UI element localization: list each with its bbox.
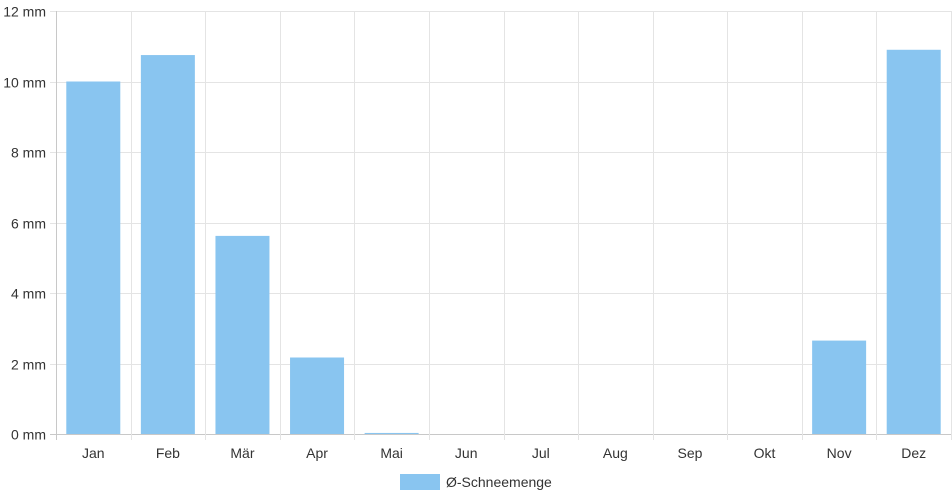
x-tick-label: Jul <box>532 445 550 461</box>
bar-mär[interactable] <box>215 235 270 434</box>
x-tick-label: Dez <box>901 445 926 461</box>
bar-dez[interactable] <box>886 49 941 435</box>
y-tick-label: 8 mm <box>11 145 46 161</box>
bar-jan[interactable] <box>66 81 121 435</box>
y-tick-label: 4 mm <box>11 286 46 302</box>
bar-layer <box>66 49 941 435</box>
y-tick-label: 10 mm <box>3 75 46 91</box>
x-tick-label: Apr <box>306 445 328 461</box>
y-tick-label: 6 mm <box>11 216 46 232</box>
bar-feb[interactable] <box>140 55 195 434</box>
x-tick-label: Jan <box>82 445 105 461</box>
x-tick-label: Sep <box>677 445 702 461</box>
x-tick-label: Mär <box>230 445 254 461</box>
grid-layer <box>50 11 952 440</box>
y-tick-label: 12 mm <box>3 4 46 20</box>
x-tick-label: Mai <box>380 445 403 461</box>
bar-nov[interactable] <box>812 340 867 434</box>
x-tick-label: Okt <box>754 445 776 461</box>
legend-label[interactable]: Ø-Schneemenge <box>446 474 552 490</box>
x-tick-label: Feb <box>156 445 180 461</box>
x-tick-label: Aug <box>603 445 628 461</box>
legend[interactable]: Ø-Schneemenge <box>400 474 552 490</box>
y-tick-label: 0 mm <box>11 427 46 443</box>
bar-apr[interactable] <box>290 357 345 434</box>
x-tick-label: Jun <box>455 445 478 461</box>
legend-swatch[interactable] <box>400 474 440 490</box>
axis-layer: 0 mm 2 mm 4 mm 6 mm 8 mm 10 mm 12 mm Jan Feb Mär A… <box>3 4 926 462</box>
x-tick-label: Nov <box>827 445 852 461</box>
bar-mai[interactable] <box>364 432 419 434</box>
y-tick-label: 2 mm <box>11 357 46 373</box>
